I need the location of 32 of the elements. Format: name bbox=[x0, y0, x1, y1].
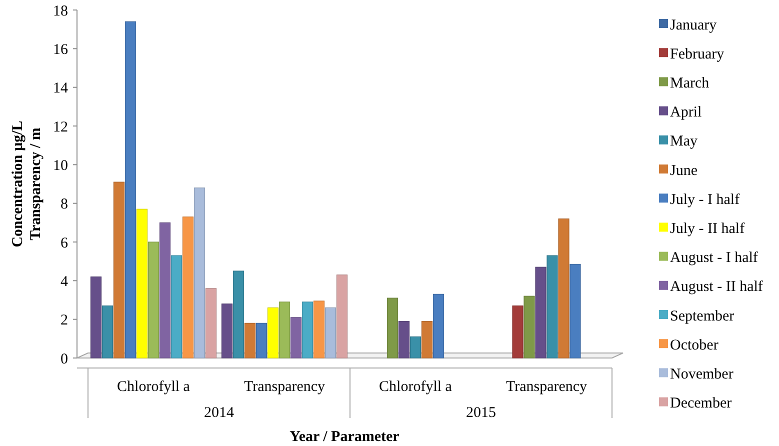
legend-label: December bbox=[670, 396, 732, 412]
legend-label: July - II half bbox=[670, 220, 745, 237]
y-tick-label: 0 bbox=[60, 351, 68, 368]
x-tick-label: Chlorofyll a bbox=[379, 379, 452, 395]
legend-label: October bbox=[670, 337, 718, 354]
legend-label: January bbox=[670, 17, 718, 34]
y-tick-label: 8 bbox=[60, 196, 68, 213]
y-tick-label: 18 bbox=[53, 3, 68, 20]
legend-label: July - I half bbox=[670, 192, 740, 208]
text: 2014 bbox=[204, 405, 234, 421]
legend-label: November bbox=[670, 366, 734, 382]
legend-label: May bbox=[670, 134, 698, 150]
x-tick-label: Transparency bbox=[244, 379, 326, 395]
y-tick-label: 6 bbox=[60, 235, 68, 252]
x-axis-title: Year / Parameter bbox=[290, 429, 400, 445]
legend-label: September bbox=[670, 308, 734, 324]
y-tick-label: 10 bbox=[53, 158, 68, 174]
legend-label: June bbox=[670, 162, 698, 179]
legend-label: August - II half bbox=[670, 279, 763, 296]
y-tick-label: 2 bbox=[60, 312, 68, 329]
x-tick-label: Transparency bbox=[506, 379, 588, 395]
y-axis-title: Concentration µg/L Transparency / m bbox=[10, 120, 44, 248]
y-tick-label: 16 bbox=[53, 42, 68, 58]
legend-label: February bbox=[670, 46, 725, 62]
legend-label: March bbox=[670, 75, 710, 92]
legend-label: April bbox=[670, 104, 702, 121]
y-tick-label: 12 bbox=[53, 119, 68, 136]
y-tick-label: 14 bbox=[53, 80, 68, 97]
legend-label: August - I half bbox=[670, 250, 758, 266]
x-tick-label: Chlorofyll a bbox=[117, 379, 190, 395]
text: 2015 bbox=[466, 405, 496, 421]
y-tick-label: 4 bbox=[60, 274, 68, 290]
